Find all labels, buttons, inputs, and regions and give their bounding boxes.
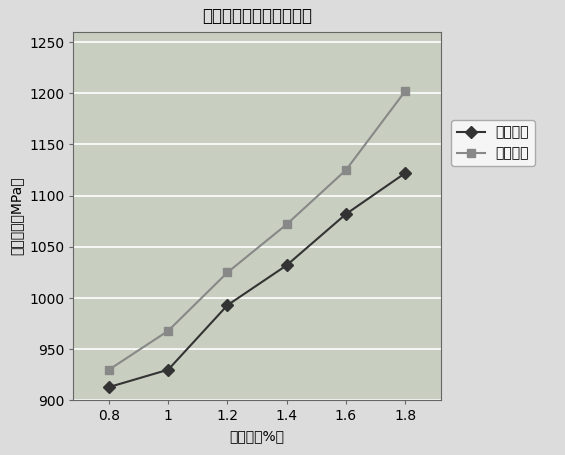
Title: 镍含量对抗拉强度的影响: 镍含量对抗拉强度的影响 — [202, 7, 312, 25]
常温强度 — [402, 88, 408, 94]
高温强度 — [165, 367, 172, 372]
高温强度 — [402, 170, 408, 176]
高温强度 — [224, 303, 231, 308]
常温强度 — [342, 167, 349, 173]
X-axis label: 镍含量（%）: 镍含量（%） — [229, 429, 285, 443]
常温强度 — [283, 222, 290, 227]
Line: 高温强度: 高温强度 — [105, 169, 409, 391]
常温强度 — [224, 270, 231, 275]
Line: 常温强度: 常温强度 — [105, 87, 409, 374]
高温强度 — [342, 211, 349, 217]
Y-axis label: 抗拉强度（MPa）: 抗拉强度（MPa） — [10, 177, 24, 255]
高温强度 — [283, 263, 290, 268]
Legend: 高温强度, 常温强度: 高温强度, 常温强度 — [451, 120, 535, 166]
高温强度 — [106, 384, 112, 390]
常温强度 — [165, 328, 172, 334]
常温强度 — [106, 367, 112, 372]
